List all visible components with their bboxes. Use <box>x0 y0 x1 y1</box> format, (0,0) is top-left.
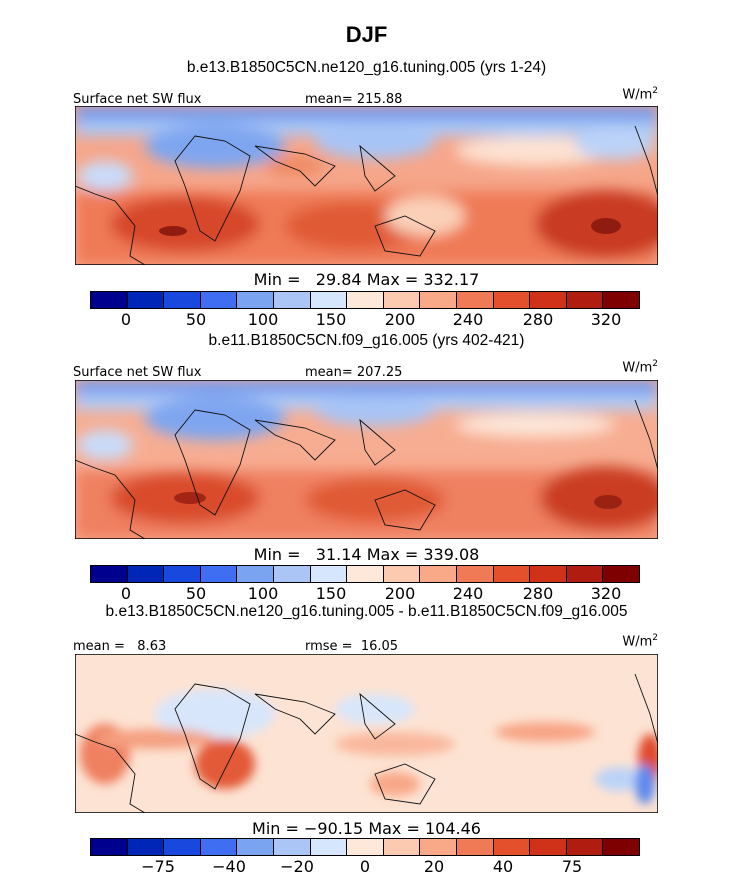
panel-2-colorbar-tick: 200 <box>384 584 416 603</box>
panel-2-colorbar-tick: 0 <box>120 584 132 603</box>
panel-2-run-label: b.e11.B1850C5CN.f09_g16.005 (yrs 402-421… <box>208 332 525 349</box>
panel-1-map <box>75 106 658 265</box>
panel-3-colorbar-tick: 0 <box>359 857 371 876</box>
panel-1-colorbar-tick: 50 <box>185 310 207 329</box>
panel-2-units: W/m2 <box>622 359 658 376</box>
panel-1-colorbar-tick: 280 <box>522 310 554 329</box>
figure-title: DJF <box>345 22 388 47</box>
panel-2-mean-label: mean= 207.25 <box>305 365 403 380</box>
panel-3-colorbar-tick: −20 <box>280 857 314 876</box>
panel-3-colorbar-tick: 75 <box>561 857 583 876</box>
panel-2-colorbar-tick: 280 <box>522 584 554 603</box>
panel-1-colorbar <box>90 291 640 309</box>
panel-1-min-max: Min = 29.84 Max = 332.17 <box>253 270 480 289</box>
panel-1-colorbar-tick: 200 <box>384 310 416 329</box>
panel-2-colorbar-tick: 50 <box>185 584 207 603</box>
panel-1-units: W/m2 <box>622 86 658 103</box>
panel-3-units: W/m2 <box>622 633 658 650</box>
panel-3-colorbar-tick: −75 <box>141 857 175 876</box>
panel-3-colorbar-tick: 20 <box>423 857 445 876</box>
panel-3-run-label: b.e13.B1850C5CN.ne120_g16.tuning.005 - b… <box>105 603 628 620</box>
panel-2-colorbar-tick: 150 <box>315 584 347 603</box>
panel-2-colorbar-tick: 100 <box>247 584 279 603</box>
panel-1-colorbar-tick: 320 <box>590 310 622 329</box>
panel-2-colorbar <box>90 565 640 583</box>
panel-3-colorbar-tick: 40 <box>492 857 514 876</box>
panel-1-colorbar-tick: 0 <box>120 310 132 329</box>
panel-2-field-label: Surface net SW flux <box>73 365 202 380</box>
panel-1-field-label: Surface net SW flux <box>73 92 202 107</box>
panel-1-colorbar-tick: 150 <box>315 310 347 329</box>
panel-3-rmse-label: rmse = 16.05 <box>305 639 399 654</box>
panel-1-mean-label: mean= 215.88 <box>305 92 403 107</box>
panel-3-colorbar <box>90 838 640 856</box>
panel-3-map <box>75 654 658 813</box>
panel-2-map <box>75 380 658 539</box>
panel-2-colorbar-tick: 320 <box>590 584 622 603</box>
panel-3-min-max: Min = −90.15 Max = 104.46 <box>252 819 481 838</box>
panel-2-min-max: Min = 31.14 Max = 339.08 <box>253 545 480 564</box>
panel-1-colorbar-tick: 100 <box>247 310 279 329</box>
panel-2-colorbar-tick: 240 <box>452 584 484 603</box>
panel-3-colorbar-tick: −40 <box>212 857 246 876</box>
panel-3-mean-label: mean = 8.63 <box>73 639 167 654</box>
panel-1-colorbar-tick: 240 <box>452 310 484 329</box>
panel-1-run-label: b.e13.B1850C5CN.ne120_g16.tuning.005 (yr… <box>186 59 547 76</box>
